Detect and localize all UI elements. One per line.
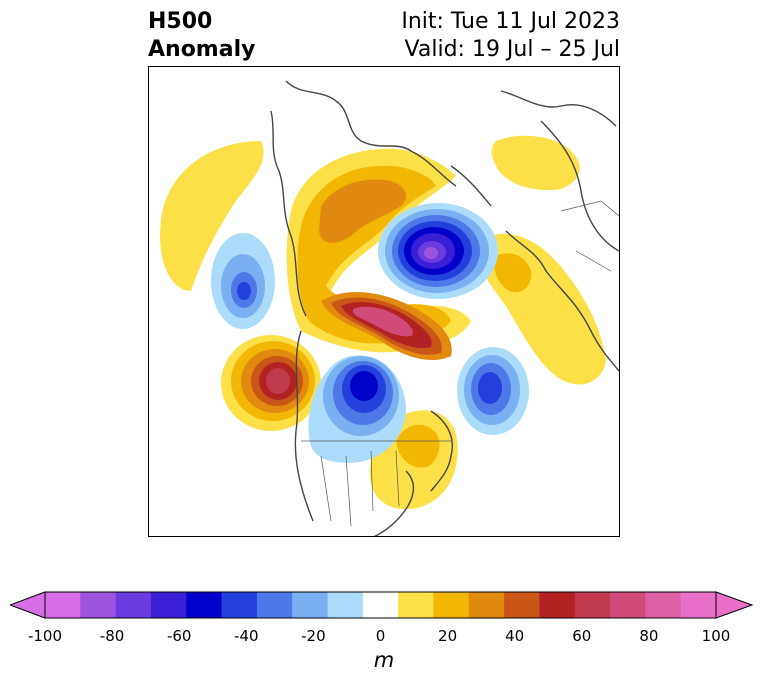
colorbar-outline <box>44 591 717 619</box>
colorbar-cells <box>45 592 717 618</box>
colorbar-tick-label: -40 <box>234 627 259 645</box>
coast-atlantic-canada <box>430 410 453 492</box>
ridge-canada-core <box>319 179 407 243</box>
trough-arctic-8 <box>424 247 438 259</box>
colorbar-cell <box>398 592 434 618</box>
colorbar-cell <box>150 592 187 618</box>
ridge-nepac-6 <box>266 368 290 394</box>
title-right: Init: Tue 11 Jul 2023 Valid: 19 Jul – 25… <box>401 8 620 64</box>
negative-anomalies <box>211 203 529 463</box>
coast-west-na <box>294 330 314 522</box>
coast-russia <box>540 120 619 252</box>
positive-anomalies <box>160 135 606 510</box>
valid-range: Valid: 19 Jul – 25 Jul <box>404 37 620 62</box>
coast-east-na <box>373 470 415 536</box>
coast-europe <box>505 230 619 372</box>
colorbar-cell <box>256 592 293 618</box>
ridge-siberia <box>491 135 580 191</box>
coast-alaska <box>270 110 307 317</box>
colorbar-tick-label: 20 <box>438 627 458 645</box>
title-left: H500 Anomaly <box>148 8 255 64</box>
trough-atl-4 <box>478 372 502 404</box>
trough-canada-5 <box>350 371 378 401</box>
colorbar-cell <box>186 592 223 618</box>
colorbar-cell <box>645 592 682 618</box>
colorbar-units: m <box>373 648 395 672</box>
colorbar-cell <box>468 592 505 618</box>
map-panel <box>148 66 620 537</box>
border-eurasia <box>560 200 619 272</box>
colorbar-tick-label: 100 <box>701 627 731 645</box>
colorbar-cell <box>433 592 470 618</box>
colorbar-extend-low <box>10 591 46 619</box>
colorbar-cell <box>574 592 611 618</box>
colorbar-cell <box>221 592 258 618</box>
init-date: Init: Tue 11 Jul 2023 <box>401 9 620 34</box>
border-us-states <box>320 450 400 527</box>
colorbar-cell <box>504 592 540 618</box>
coast-greenland <box>450 165 492 207</box>
colorbar-tick-label: 40 <box>505 627 525 645</box>
colorbar-tick-label: -80 <box>99 627 125 645</box>
colorbar-tick-label: -60 <box>166 627 192 645</box>
coast-siberia <box>500 90 617 127</box>
ridge-hudson-core <box>352 306 413 337</box>
colorbar-cell <box>45 592 81 618</box>
coast-arctic-canada <box>285 80 457 187</box>
coastlines <box>270 80 619 536</box>
trough-wpac-4 <box>237 282 251 300</box>
colorbar-cell <box>115 592 152 618</box>
colorbar-tick-label: 0 <box>375 627 386 645</box>
anomaly-map <box>149 67 619 536</box>
colorbar-cell <box>327 592 364 618</box>
title-type: Anomaly <box>148 37 256 62</box>
colorbar <box>10 591 754 619</box>
title-variable: H500 <box>148 9 213 34</box>
colorbar-tick-label: 60 <box>572 627 592 645</box>
ridge-eastus-core <box>396 424 440 468</box>
political-borders <box>301 200 619 527</box>
colorbar-cell <box>680 592 717 618</box>
ridge-europe-core <box>494 253 532 293</box>
colorbar-cell <box>292 592 329 618</box>
ridge-pacific <box>160 141 264 291</box>
colorbar-tick-label: -20 <box>301 627 326 645</box>
colorbar-cell <box>362 592 399 618</box>
colorbar-extend-high <box>715 591 754 619</box>
colorbar-cell <box>539 592 576 618</box>
colorbar-tick-label: -100 <box>27 627 63 645</box>
colorbar-cell <box>80 592 117 618</box>
colorbar-tick-label: 80 <box>639 627 659 645</box>
colorbar-cell <box>610 592 646 618</box>
